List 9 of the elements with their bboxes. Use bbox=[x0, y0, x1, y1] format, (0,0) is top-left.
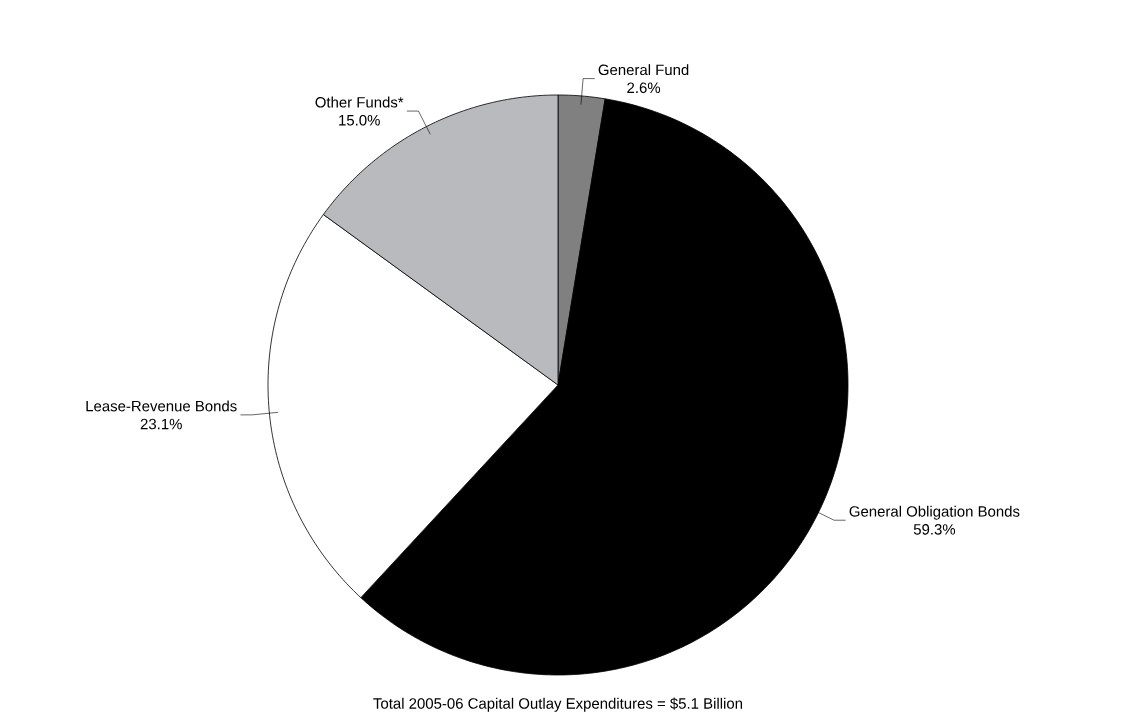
slice-label: General Obligation Bonds bbox=[849, 505, 1020, 520]
data-label: 59.3% bbox=[913, 524, 956, 535]
slice-label: Other Funds* bbox=[315, 96, 404, 108]
data-label: 2.6% bbox=[627, 82, 661, 94]
slice-label: General Fund bbox=[598, 64, 689, 76]
data-label: 23.1% bbox=[140, 418, 182, 430]
data-label: 15.0% bbox=[339, 114, 380, 126]
text: Total 2005-06 Capital Outlay Expenditures = $5.1 Billion bbox=[373, 697, 743, 712]
slice-label: Lease-Revenue Bonds bbox=[86, 400, 237, 412]
